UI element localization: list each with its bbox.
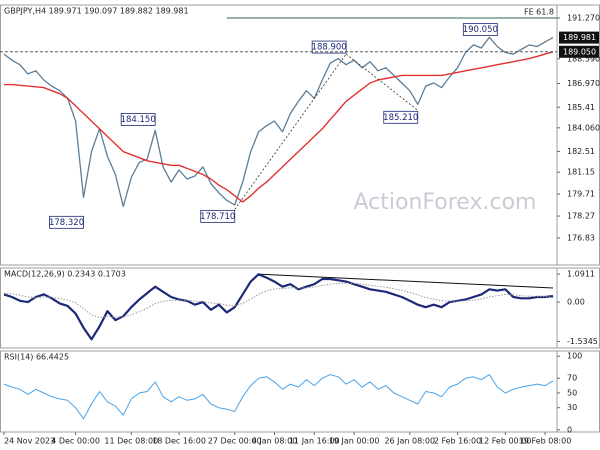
- price-box: [559, 45, 599, 58]
- y-tick-label: 0: [567, 425, 572, 434]
- annotation-box: [120, 113, 156, 126]
- annotation-label: 184.150: [121, 115, 156, 125]
- price-label: 189.981: [563, 33, 596, 42]
- y-tick-label: 182.51: [567, 147, 595, 156]
- series-line: [4, 51, 554, 203]
- fe-label: FE 61.8: [524, 7, 554, 16]
- y-tick-label: 176.83: [567, 234, 595, 243]
- series-line: [3, 273, 554, 341]
- annotation-label: 178.710: [200, 212, 235, 222]
- y-tick-label: 0.00: [567, 298, 585, 307]
- annotation-box: [383, 110, 419, 124]
- price-label: 189.050: [563, 47, 596, 56]
- y-tick-label: 184.060: [567, 123, 600, 132]
- price-box: [559, 31, 599, 44]
- y-tick-label: 181.15: [567, 168, 595, 177]
- x-tick-label: 4 Jan 08:00: [252, 437, 298, 446]
- annotation-label: 188.900: [312, 43, 347, 53]
- annotation-label: 185.210: [383, 113, 418, 123]
- series-line: [3, 36, 554, 208]
- x-tick-label: 11 Dec 08:00: [104, 437, 158, 446]
- series-line: [3, 282, 554, 318]
- y-tick-label: 100: [567, 352, 582, 361]
- x-tick-label: 4 Dec 00:00: [51, 437, 100, 446]
- x-tick-label: 26 Jan 08:00: [384, 437, 435, 446]
- annotation-box: [49, 215, 84, 229]
- x-tick-label: 18 Dec 16:00: [152, 437, 206, 446]
- annotation-box: [462, 23, 498, 36]
- y-tick-label: 179.71: [567, 190, 595, 199]
- annotation-label: 178.320: [49, 218, 84, 228]
- y-tick-label: -1.5345: [567, 337, 598, 346]
- annotation-box: [311, 40, 347, 54]
- x-tick-label: 19 Jan 00:00: [329, 437, 380, 446]
- annotation-label: 190.050: [463, 25, 498, 35]
- trend-line: [258, 273, 554, 289]
- y-tick-label: 1.0911: [567, 270, 595, 279]
- y-tick-label: 186.970: [567, 79, 600, 88]
- y-tick-label: 191.270: [567, 13, 600, 22]
- x-tick-label: 12 Feb 00:00: [479, 437, 531, 446]
- panel-title: RSI(14) 66.4425: [4, 353, 69, 362]
- x-tick-label: 2 Feb 16:00: [434, 437, 481, 446]
- watermark: ActionForex.com: [354, 190, 537, 215]
- y-tick-label: 178.27: [567, 212, 595, 221]
- wave-line: [345, 53, 418, 111]
- y-tick-label: 50: [567, 388, 577, 397]
- series-line: [3, 374, 554, 420]
- panel-title: GBPJPY,H4 189.971 190.097 189.882 189.98…: [4, 7, 189, 16]
- y-tick-label: 188.590: [567, 54, 600, 63]
- annotation-box: [200, 209, 236, 223]
- x-tick-label: 19 Feb 08:00: [519, 437, 571, 446]
- x-tick-label: 24 Nov 2023: [4, 437, 55, 446]
- y-tick-label: 185.41: [567, 103, 595, 112]
- panel-title: MACD(12,26,9) 0.2343 0.1703: [4, 270, 126, 279]
- y-tick-label: 30: [567, 403, 577, 412]
- y-tick-label: 70: [567, 374, 577, 383]
- x-tick-label: 27 Dec 00:00: [208, 437, 262, 446]
- x-tick-label: 11 Jan 16:00: [289, 437, 340, 446]
